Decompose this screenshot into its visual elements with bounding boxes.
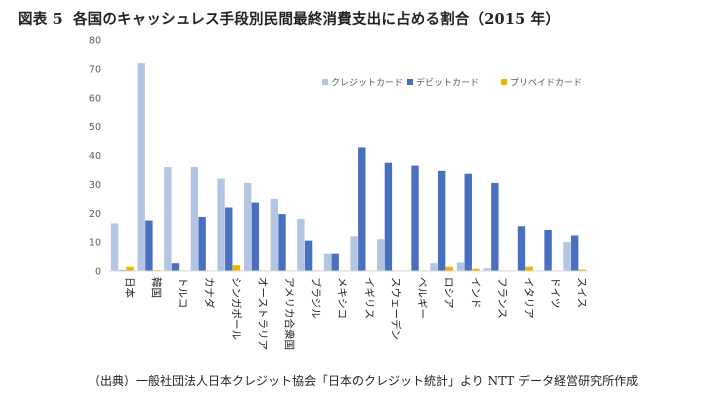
- bar: [164, 167, 172, 271]
- bar: [377, 239, 385, 271]
- y-axis: 0 10 20 30 40 50 60 70 80: [89, 36, 101, 278]
- bar: [110, 223, 119, 271]
- bar: [225, 207, 233, 271]
- y-tick-label: 10: [89, 238, 101, 249]
- bar: [445, 266, 454, 271]
- bar: [464, 173, 472, 271]
- category-label: フランス: [496, 277, 508, 319]
- category-label: アメリカ合衆国: [283, 277, 296, 350]
- bar: [171, 263, 180, 271]
- category-labels: 日本 韓国 トルコ カナダ シンガポール オーストラリア アメリカ合衆国 ブラジル メキシコ イギ…: [123, 277, 587, 350]
- bar: [437, 170, 446, 271]
- bar: [384, 162, 393, 271]
- bar: [578, 269, 587, 271]
- bar: [243, 182, 252, 271]
- bar: [331, 253, 339, 271]
- category-label: メキシコ: [336, 277, 348, 319]
- bar: [198, 217, 206, 271]
- bars: [110, 63, 587, 271]
- legend: クレジットカード デビットカード プリペイドカード: [322, 77, 582, 89]
- y-tick-label: 0: [95, 267, 101, 278]
- legend-swatch: [501, 79, 507, 85]
- bar: [217, 178, 225, 271]
- y-tick-label: 50: [89, 122, 101, 133]
- category-label: シンガポール: [230, 277, 242, 340]
- bar: [563, 242, 571, 271]
- category-label: スイス: [576, 277, 588, 308]
- category-label: 韓国: [150, 277, 162, 298]
- category-label: カナダ: [203, 277, 216, 309]
- bar: [137, 63, 145, 271]
- bar: [525, 266, 533, 271]
- bar: [126, 266, 134, 271]
- bar: [358, 147, 366, 271]
- category-label: スウェーデン: [389, 277, 402, 340]
- category-label: イタリア: [522, 277, 534, 319]
- y-tick-label: 60: [89, 93, 101, 104]
- figure-title: 図表 5 各国のキャッシュレス手段別民間最終消費支出に占める割合（2015 年）: [18, 8, 560, 29]
- bar: [278, 214, 286, 271]
- legend-swatch: [322, 79, 328, 85]
- legend-label: デビットカード: [416, 77, 479, 89]
- bar: [251, 202, 260, 271]
- bar: [323, 253, 332, 271]
- y-tick-label: 70: [89, 64, 101, 75]
- category-label: ブラジル: [310, 277, 323, 319]
- y-tick-label: 40: [89, 151, 101, 162]
- source-note: （出典）一般社団法人日本クレジット協会「日本のクレジット統計」より NTT デー…: [88, 374, 639, 388]
- bar: [145, 220, 153, 271]
- legend-label: クレジットカード: [331, 78, 403, 89]
- category-label: ベルギー: [416, 277, 428, 319]
- bar: [297, 219, 305, 271]
- category-label: インド: [469, 277, 481, 309]
- bar: [570, 235, 579, 271]
- bar-chart: 0 10 20 30 40 50 60 70 80 日本 韓国 トルコ カナダ シンガポール オーストラリ…: [89, 36, 588, 350]
- category-label: トルコ: [177, 277, 189, 308]
- legend-swatch: [407, 79, 413, 85]
- bar: [270, 198, 278, 271]
- bar: [544, 229, 552, 271]
- category-label: イギリス: [363, 277, 375, 319]
- bar: [430, 263, 438, 271]
- y-tick-label: 30: [89, 180, 101, 191]
- bar: [411, 165, 419, 271]
- y-tick-label: 80: [89, 36, 101, 47]
- legend-label: プリペイドカード: [510, 78, 582, 89]
- bar: [190, 167, 199, 271]
- bar: [517, 226, 526, 271]
- bar: [472, 268, 480, 271]
- bar: [232, 265, 241, 271]
- bar: [350, 236, 358, 271]
- category-label: ドイツ: [549, 277, 561, 309]
- category-label: オーストラリア: [256, 277, 268, 350]
- category-label: 日本: [123, 277, 136, 298]
- bar: [456, 262, 465, 271]
- y-tick-label: 20: [89, 209, 101, 220]
- bar: [304, 240, 313, 271]
- figure-title-text: 各国のキャッシュレス手段別民間最終消費支出に占める割合（2015 年）: [72, 11, 561, 28]
- bar: [491, 182, 499, 271]
- category-label: ロシア: [443, 277, 455, 309]
- bar: [483, 268, 491, 271]
- figure-label: 図表 5: [18, 11, 63, 28]
